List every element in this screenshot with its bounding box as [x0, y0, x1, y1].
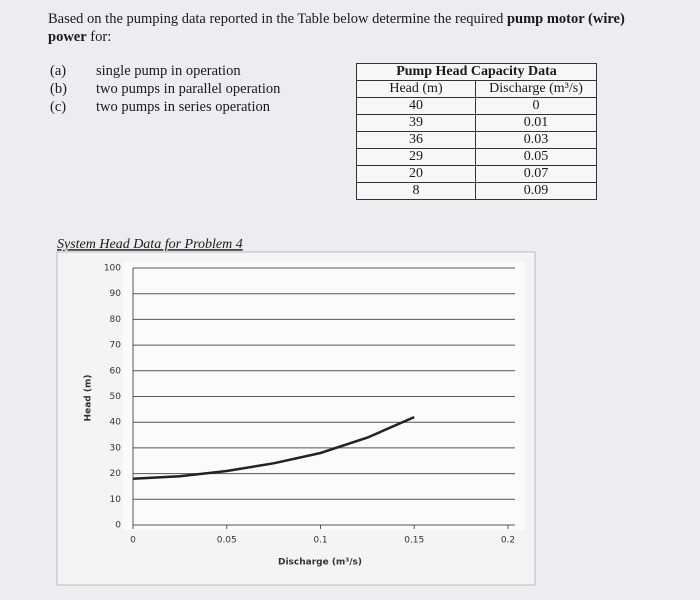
y-tick-label: 100 — [104, 264, 121, 274]
x-tick-label: 0.05 — [217, 536, 237, 546]
table-cell: 0.07 — [475, 165, 597, 183]
item-label: (c) — [50, 99, 67, 115]
x-axis-label: Discharge (m³/s) — [278, 558, 362, 568]
x-tick-label: 0.2 — [501, 536, 515, 546]
item-text: single pump in operation — [96, 63, 241, 79]
column-header: Discharge (m³/s) — [475, 80, 597, 98]
item: (b) two pumps in parallel operation — [50, 80, 280, 98]
column-header: Head (m) — [356, 80, 476, 98]
item-label: (b) — [50, 81, 67, 97]
table-row: 36 0.03 — [356, 131, 597, 149]
y-tick-label: 80 — [110, 315, 122, 325]
table-row: 20 0.07 — [356, 165, 597, 183]
question-bold: pump motor (wire) power — [48, 11, 625, 45]
y-tick-label: 0 — [115, 521, 121, 531]
x-tick-label: 0.1 — [313, 536, 327, 546]
table-header-row: Head (m) Discharge (m³/s) — [356, 80, 597, 98]
table-cell: 0.05 — [475, 148, 597, 166]
table-cell: 0.01 — [475, 114, 597, 132]
y-tick-label: 60 — [110, 366, 122, 376]
data-line — [132, 415, 415, 480]
table-row: 39 0.01 — [356, 114, 597, 132]
x-tick-label: 0 — [130, 536, 136, 546]
x-tick-label: 0.15 — [404, 536, 424, 546]
y-tick-label: 50 — [110, 392, 122, 402]
question-text: Based on the pumping data reported in th… — [48, 11, 507, 27]
item: (c) two pumps in series operation — [50, 98, 270, 116]
question: Based on the pumping data reported in th… — [48, 10, 648, 46]
y-tick-label: 10 — [110, 495, 122, 505]
y-tick-label: 40 — [110, 418, 122, 428]
item: (a) single pump in operation — [50, 62, 241, 80]
y-tick-label: 70 — [110, 341, 122, 351]
y-tick-label: 20 — [110, 469, 122, 479]
item-text: two pumps in series operation — [96, 99, 270, 115]
item-text: two pumps in parallel operation — [96, 81, 281, 97]
y-tick-label: 90 — [110, 289, 122, 299]
y-axis-label: Head (m) — [84, 375, 94, 422]
y-tick-label: 30 — [110, 443, 122, 453]
question-text: for: — [86, 29, 112, 45]
table-cell: 0.09 — [475, 182, 597, 200]
table-row: 8 0.09 — [356, 182, 597, 200]
table-cell: 39 — [356, 114, 476, 132]
data-table: Pump Head Capacity Data Head (m) Dischar… — [356, 63, 597, 200]
item-label: (a) — [50, 63, 67, 79]
chart-title: System Head Data for Problem 4 — [57, 237, 243, 252]
